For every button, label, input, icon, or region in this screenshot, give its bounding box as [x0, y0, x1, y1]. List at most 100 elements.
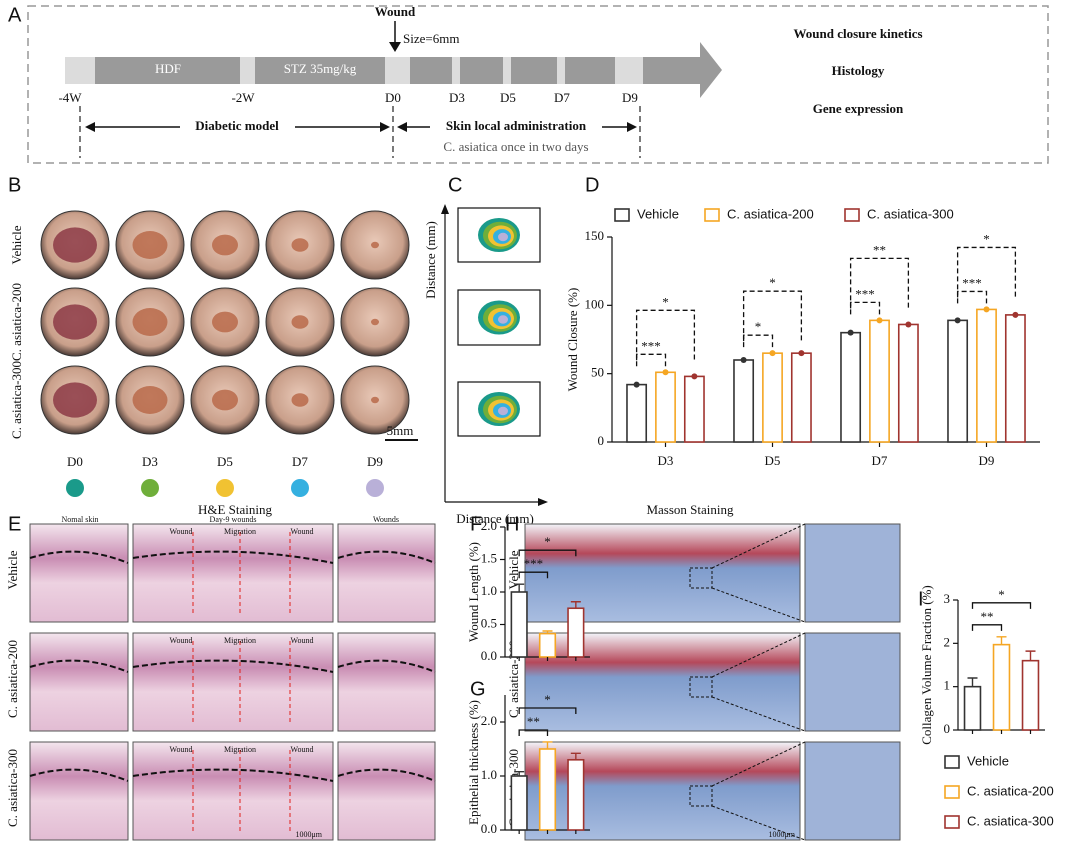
- significance-label: **: [981, 609, 994, 624]
- zoom-line: [711, 587, 806, 623]
- bar-dot: [905, 321, 912, 328]
- bar: [683, 375, 705, 443]
- epidermis-line: [29, 550, 129, 564]
- zoom-line: [711, 632, 806, 678]
- y-tick-label: 100: [585, 296, 605, 311]
- significance-label: ***: [524, 556, 544, 571]
- bar: [897, 323, 919, 443]
- significance-label: *: [755, 319, 762, 334]
- bar: [840, 331, 862, 443]
- significance-bracket: [956, 290, 988, 304]
- bar-dot: [847, 329, 854, 336]
- legend-label: C. asiatica-300: [967, 813, 1054, 828]
- y-tick-label: 1.0: [481, 583, 497, 598]
- masson-zoom: [804, 632, 901, 732]
- significance-bracket: [518, 571, 549, 579]
- legend-swatch: [944, 755, 960, 769]
- rotated-label: Vehicle: [9, 225, 24, 264]
- masson-zoom: [804, 741, 901, 841]
- rotated-label: Wound Length (%): [466, 542, 481, 642]
- wound-area: [132, 308, 168, 336]
- rotated-label: Vehicle: [506, 550, 521, 589]
- significance-label: ***: [962, 275, 982, 290]
- panel-letter: G: [470, 678, 486, 700]
- he-image: [337, 523, 436, 623]
- error-bar: [514, 770, 525, 776]
- region-label: Wound: [170, 745, 193, 754]
- label: Day-9 wounds: [210, 515, 257, 524]
- day-swatch: [66, 479, 84, 497]
- label: Distance (mm): [456, 511, 534, 526]
- zoom-line: [711, 741, 806, 787]
- wound-area: [371, 396, 379, 404]
- significance-bracket: [849, 257, 910, 309]
- rotated-label: Vehicle: [5, 550, 20, 589]
- timeline-tick: D7: [554, 90, 570, 105]
- zoom-box: [689, 567, 713, 589]
- contour-box: [457, 289, 541, 346]
- x-tick-label: D3: [658, 453, 674, 468]
- bar: [790, 352, 812, 443]
- panel-letter: I: [918, 588, 924, 610]
- region-label: Wound: [170, 527, 193, 536]
- significance-bracket: [635, 353, 667, 367]
- day-swatch: [366, 479, 384, 497]
- y-tick-label: 150: [585, 228, 605, 243]
- arrowhead: [380, 122, 390, 132]
- wound-area: [212, 311, 238, 333]
- bar-dot: [691, 373, 698, 380]
- error-bar: [967, 677, 978, 687]
- zoom-box: [689, 676, 713, 698]
- rotated-label: Collagen Volume Fraction (%): [919, 585, 934, 744]
- wound-area: [132, 231, 168, 259]
- label: Nomal skin: [61, 515, 98, 524]
- timeline-tick: D9: [622, 90, 638, 105]
- he-image: [132, 523, 334, 623]
- significance-bracket: [635, 309, 696, 361]
- x-tick-label: D7: [872, 453, 888, 468]
- significance-label: *: [998, 587, 1005, 602]
- legend-label: C. asiatica-200: [727, 206, 814, 221]
- significance-label: *: [662, 294, 669, 309]
- label: Diabetic model: [195, 118, 279, 133]
- significance-bracket: [518, 549, 577, 557]
- wound-area: [132, 386, 168, 414]
- legend-swatch: [944, 815, 960, 829]
- timeline-segment: [452, 57, 460, 84]
- bar: [538, 632, 557, 658]
- epidermis-line: [132, 550, 334, 564]
- he-image: [29, 632, 129, 732]
- rotated-label: C. asiatica-300: [9, 361, 24, 439]
- y-tick-label: 0: [598, 433, 605, 448]
- bar: [976, 308, 997, 443]
- y-tick-label: 0: [944, 721, 951, 736]
- significance-label: *: [544, 692, 551, 707]
- wound-area: [212, 234, 238, 256]
- epidermis-line: [29, 659, 129, 673]
- y-tick-label: 0.5: [481, 615, 497, 630]
- legend-swatch: [844, 208, 860, 222]
- label: 5mm: [387, 423, 414, 438]
- significance-label: *: [983, 231, 990, 246]
- legend-swatch: [614, 208, 630, 222]
- label: HDF: [155, 61, 181, 76]
- panel-letter: B: [8, 174, 21, 196]
- bar: [947, 319, 969, 443]
- arrowhead: [397, 122, 407, 132]
- bar: [733, 359, 755, 443]
- wound-area: [53, 227, 97, 263]
- panel-letter: F: [470, 513, 482, 535]
- region-label: Wound: [170, 636, 193, 645]
- significance-label: *: [769, 275, 776, 290]
- contour-box: [457, 381, 541, 437]
- bar-dot: [983, 306, 990, 313]
- bar: [1004, 314, 1026, 443]
- timeline-segment: [385, 57, 410, 84]
- day-label: D9: [367, 454, 383, 469]
- error-bar: [570, 601, 581, 609]
- label: Wound closure kinetics: [793, 26, 922, 41]
- label: Gene expression: [813, 101, 904, 116]
- region-label: Migration: [224, 527, 256, 536]
- label: STZ 35mg/kg: [284, 61, 357, 76]
- rotated-label: C. asiatica-200: [506, 640, 521, 718]
